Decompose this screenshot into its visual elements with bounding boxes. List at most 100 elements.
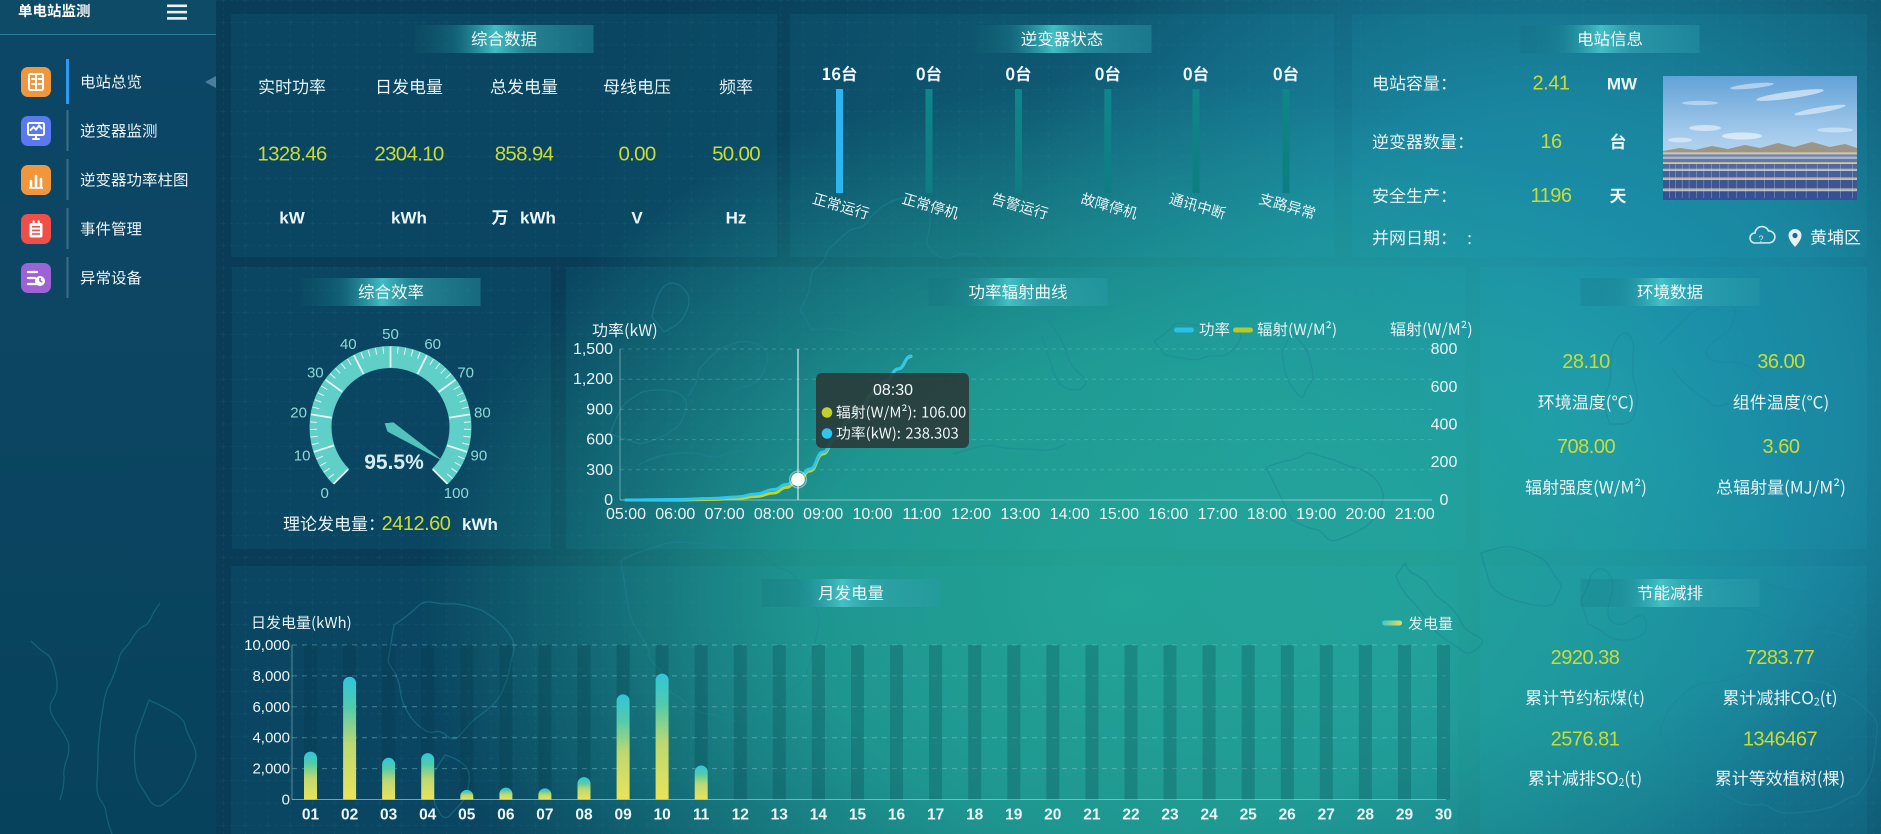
- svg-text:50.00: 50.00: [712, 143, 760, 166]
- svg-text:0: 0: [1440, 492, 1449, 509]
- svg-text:06:00: 06:00: [655, 506, 695, 523]
- svg-text:600: 600: [1431, 379, 1458, 396]
- svg-text:01: 01: [302, 807, 320, 824]
- svg-text:kWh: kWh: [391, 209, 427, 228]
- svg-text:21: 21: [1083, 807, 1101, 824]
- svg-text:17: 17: [927, 807, 944, 824]
- svg-text:1196: 1196: [1530, 185, 1571, 207]
- svg-text:22: 22: [1122, 807, 1139, 824]
- svg-text:09: 09: [614, 807, 632, 824]
- svg-text:13:00: 13:00: [1000, 506, 1040, 523]
- svg-text:2.41: 2.41: [1533, 73, 1570, 95]
- svg-text:600: 600: [586, 432, 613, 449]
- svg-text:10: 10: [294, 448, 311, 465]
- svg-text:28: 28: [1357, 807, 1375, 824]
- svg-text:03: 03: [380, 807, 398, 824]
- svg-text:18: 18: [966, 807, 984, 824]
- svg-text:2920.38: 2920.38: [1551, 647, 1620, 669]
- svg-text:20: 20: [290, 405, 307, 422]
- svg-text:05:00: 05:00: [606, 506, 646, 523]
- svg-text:0: 0: [321, 485, 329, 502]
- svg-text:60: 60: [424, 336, 441, 353]
- svg-text:08:30: 08:30: [873, 382, 913, 399]
- svg-text:2412.60: 2412.60: [382, 513, 451, 535]
- svg-text:24: 24: [1200, 807, 1218, 824]
- svg-text:2,000: 2,000: [252, 761, 290, 778]
- svg-text:30: 30: [1435, 807, 1452, 824]
- svg-text:08:00: 08:00: [754, 506, 794, 523]
- svg-text:26: 26: [1279, 807, 1297, 824]
- svg-text:0.00: 0.00: [618, 143, 655, 166]
- svg-text:05: 05: [458, 807, 476, 824]
- svg-text:18:00: 18:00: [1247, 506, 1287, 523]
- svg-text:8,000: 8,000: [252, 668, 290, 685]
- svg-text:2576.81: 2576.81: [1551, 729, 1620, 751]
- svg-text:kWh: kWh: [520, 209, 556, 228]
- svg-text:30: 30: [307, 364, 324, 381]
- svg-text:28.10: 28.10: [1562, 351, 1610, 373]
- svg-text:90: 90: [471, 448, 488, 465]
- svg-text:70: 70: [457, 364, 474, 381]
- svg-text:40: 40: [340, 336, 357, 353]
- svg-text:25: 25: [1240, 807, 1258, 824]
- svg-text:20:00: 20:00: [1345, 506, 1385, 523]
- svg-text:09:00: 09:00: [803, 506, 843, 523]
- svg-text:900: 900: [586, 401, 613, 418]
- svg-text:02: 02: [341, 807, 358, 824]
- svg-text:10:00: 10:00: [852, 506, 892, 523]
- svg-text:07:00: 07:00: [705, 506, 745, 523]
- svg-text:12:00: 12:00: [951, 506, 991, 523]
- svg-text:19: 19: [1005, 807, 1023, 824]
- svg-text:23: 23: [1161, 807, 1179, 824]
- svg-text:95.5%: 95.5%: [364, 451, 424, 474]
- svg-text:V: V: [631, 209, 643, 228]
- svg-text:100: 100: [444, 485, 469, 502]
- svg-text:MW: MW: [1607, 75, 1638, 94]
- svg-text:16: 16: [1540, 131, 1562, 153]
- svg-text:2304.10: 2304.10: [374, 143, 444, 166]
- svg-text:21:00: 21:00: [1395, 506, 1435, 523]
- svg-text:36.00: 36.00: [1757, 351, 1805, 373]
- svg-text:858.94: 858.94: [495, 143, 554, 166]
- svg-text:400: 400: [1431, 417, 1458, 434]
- svg-text:1328.46: 1328.46: [257, 143, 327, 166]
- svg-text:7283.77: 7283.77: [1746, 647, 1815, 669]
- svg-text:1,500: 1,500: [573, 341, 613, 358]
- svg-text:300: 300: [586, 462, 613, 479]
- svg-text:4,000: 4,000: [252, 730, 290, 747]
- svg-text:200: 200: [1431, 454, 1458, 471]
- svg-text:14:00: 14:00: [1050, 506, 1090, 523]
- svg-text:15:00: 15:00: [1099, 506, 1139, 523]
- svg-text:1,200: 1,200: [573, 371, 613, 388]
- svg-text:80: 80: [474, 405, 491, 422]
- svg-text:08: 08: [575, 807, 593, 824]
- svg-text:16: 16: [888, 807, 906, 824]
- svg-text:13: 13: [771, 807, 789, 824]
- svg-text:19:00: 19:00: [1296, 506, 1336, 523]
- svg-text:10: 10: [653, 807, 670, 824]
- svg-text:17:00: 17:00: [1198, 506, 1238, 523]
- svg-text:20: 20: [1044, 807, 1061, 824]
- svg-text:50: 50: [382, 326, 399, 343]
- svg-text:kW: kW: [279, 209, 305, 228]
- svg-text:0: 0: [604, 492, 613, 509]
- svg-text:800: 800: [1431, 341, 1458, 358]
- svg-text:Hz: Hz: [726, 209, 747, 228]
- svg-text:14: 14: [810, 807, 828, 824]
- svg-text:6,000: 6,000: [252, 699, 290, 716]
- svg-text:15: 15: [849, 807, 867, 824]
- svg-text:1346467: 1346467: [1743, 729, 1818, 751]
- svg-text:06: 06: [497, 807, 515, 824]
- svg-text:11:00: 11:00: [902, 506, 941, 523]
- svg-text:kWh: kWh: [462, 515, 498, 534]
- svg-text:12: 12: [732, 807, 749, 824]
- svg-text:10,000: 10,000: [244, 637, 290, 654]
- svg-text:16:00: 16:00: [1148, 506, 1188, 523]
- svg-text:27: 27: [1318, 807, 1335, 824]
- svg-text:04: 04: [419, 807, 437, 824]
- svg-text:11: 11: [693, 807, 710, 824]
- svg-text:?: ?: [1758, 234, 1763, 244]
- svg-text:708.00: 708.00: [1557, 436, 1616, 458]
- svg-text:07: 07: [536, 807, 553, 824]
- svg-text:29: 29: [1396, 807, 1414, 824]
